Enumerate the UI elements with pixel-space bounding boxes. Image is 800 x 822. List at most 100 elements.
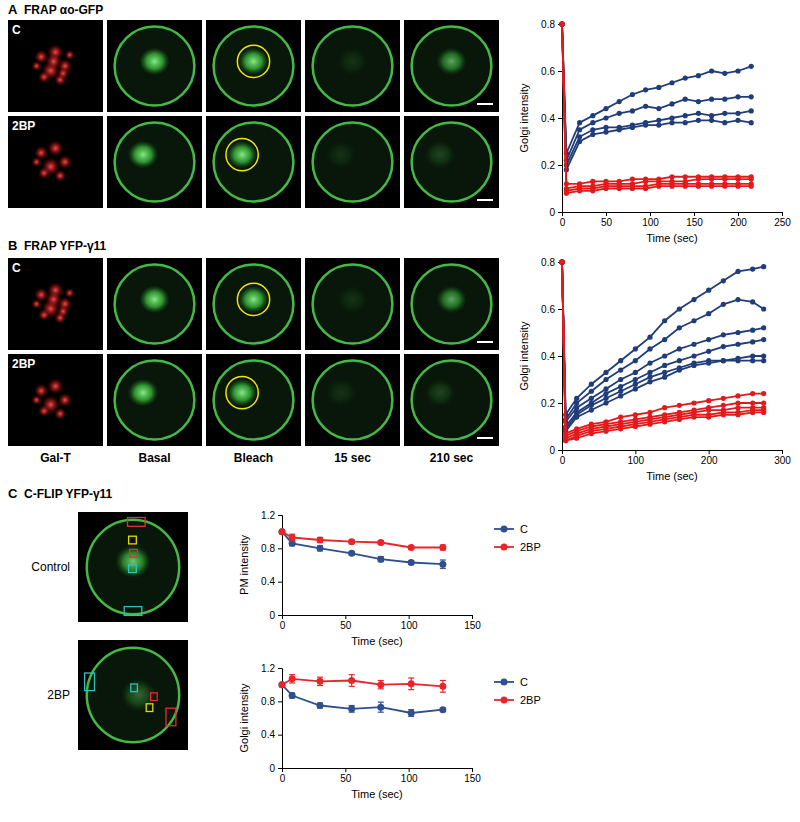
- plot-area: [279, 528, 447, 568]
- legend-label: 2BP: [520, 694, 541, 706]
- cell-outline: [313, 360, 393, 439]
- legend-label: 2BP: [520, 541, 541, 553]
- error-bar-cap: [408, 677, 414, 678]
- marker: [564, 191, 569, 196]
- tick: 0.4: [261, 729, 282, 740]
- marker: [603, 106, 608, 111]
- error-bar: [289, 675, 295, 683]
- marker: [750, 328, 755, 333]
- roi: [146, 704, 153, 712]
- marker: [633, 358, 638, 363]
- y-axis: 00.20.40.60.8: [541, 19, 562, 218]
- marker: [709, 177, 714, 182]
- tick: 0.4: [541, 351, 562, 362]
- galt-image: [8, 20, 103, 112]
- marker: [618, 415, 623, 420]
- marker: [722, 97, 727, 102]
- tick-label: 0.6: [541, 66, 555, 77]
- image-background: [78, 512, 188, 622]
- tick: 50: [601, 212, 613, 228]
- marker: [590, 127, 595, 132]
- marker: [669, 120, 674, 125]
- tick-mark: [694, 212, 695, 216]
- bleach-region: [237, 283, 269, 315]
- marker: [589, 403, 594, 408]
- cell-outline: [87, 520, 179, 615]
- marker: [617, 127, 622, 132]
- cell-outline: [115, 264, 195, 343]
- galt-spot: [32, 61, 42, 71]
- series-line: [562, 24, 751, 191]
- figure: AFRAP αo-GFPC2BPBFRAP YFP-γ11C2BPGal-TBa…: [0, 0, 800, 822]
- y-axis-title: Golgi intensity: [518, 321, 530, 391]
- legend-label: C: [520, 676, 528, 688]
- marker: [750, 391, 755, 396]
- marker: [691, 353, 696, 358]
- tick-label: 100: [401, 773, 418, 784]
- row-label: C: [12, 23, 21, 37]
- cell-image: [404, 20, 499, 112]
- marker: [317, 537, 324, 544]
- galt-spot: [32, 395, 42, 405]
- marker: [656, 118, 661, 123]
- marker: [706, 360, 711, 365]
- cell-image: [404, 258, 499, 350]
- scale-bar: [477, 103, 493, 105]
- cell-image: [206, 258, 301, 350]
- marker: [706, 311, 711, 316]
- marker: [696, 118, 701, 123]
- marker: [618, 393, 623, 398]
- marker: [559, 21, 564, 26]
- tick: 100: [401, 615, 418, 631]
- marker: [279, 681, 286, 688]
- series-line: [282, 532, 443, 565]
- marker: [577, 127, 582, 132]
- marker: [590, 188, 595, 193]
- cell-image: [107, 116, 202, 208]
- marker: [735, 412, 740, 417]
- marker: [647, 422, 652, 427]
- tick-mark: [558, 450, 562, 451]
- marker: [735, 358, 740, 363]
- tick: 0.4: [261, 576, 282, 587]
- marker: [408, 544, 415, 551]
- roi: [151, 693, 158, 701]
- galt-spot: [32, 299, 42, 309]
- tick-label: 50: [340, 773, 352, 784]
- tick: 0: [560, 212, 566, 228]
- cell-image: [404, 116, 499, 208]
- marker: [735, 297, 740, 302]
- tick-label: 1.2: [261, 663, 275, 674]
- marker: [559, 21, 564, 26]
- tick-mark: [738, 212, 739, 216]
- series-line: [562, 262, 764, 422]
- marker: [735, 342, 740, 347]
- tick: 0.4: [541, 113, 562, 124]
- plot-area: [559, 259, 766, 443]
- tick-label: 200: [730, 217, 747, 228]
- marker: [750, 339, 755, 344]
- marker: [721, 412, 726, 417]
- error-bar-cap: [317, 685, 323, 686]
- marker: [721, 396, 726, 401]
- marker: [633, 346, 638, 351]
- marker: [706, 337, 711, 342]
- marker: [761, 306, 766, 311]
- marker: [289, 692, 296, 699]
- marker: [706, 407, 711, 412]
- marker: [630, 108, 635, 113]
- tick-label: 150: [464, 773, 481, 784]
- panel-title: C-FLIP YFP-γ11: [24, 487, 113, 501]
- marker: [677, 417, 682, 422]
- marker: [677, 368, 682, 373]
- cell-outline: [313, 264, 393, 343]
- tick: 0.8: [541, 19, 562, 30]
- galt-spot: [65, 50, 75, 60]
- x-axis: 0100200300: [560, 450, 792, 466]
- galt-spot: [46, 53, 62, 69]
- cell-image: [206, 354, 301, 446]
- marker: [559, 21, 564, 26]
- marker: [574, 396, 579, 401]
- marker: [643, 186, 648, 191]
- marker: [749, 177, 754, 182]
